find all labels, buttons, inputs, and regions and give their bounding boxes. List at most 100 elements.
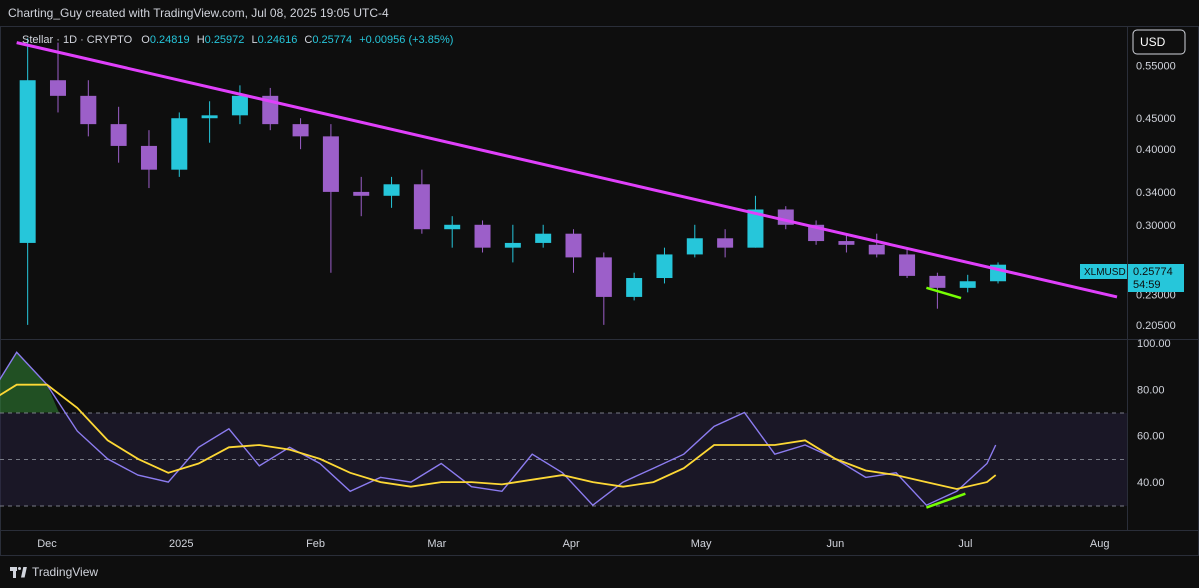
candle	[80, 80, 97, 137]
candle	[292, 118, 309, 150]
rsi-tick-label: 40.00	[1137, 477, 1165, 489]
chart-frame[interactable]: 0.55000 0.45000 0.40000 0.34000 0.30000 0.230…	[0, 26, 1199, 556]
price-tick-label: 0.20500	[1136, 320, 1176, 332]
ticker-tag-label: XLMUSD	[1084, 267, 1126, 278]
legend-open-value: 0.24819	[150, 34, 190, 46]
footer-bar: TradingView	[0, 556, 1199, 588]
rsi-divergence-line[interactable]	[925, 492, 966, 509]
legend-low-label: L	[251, 34, 257, 46]
candle	[110, 106, 127, 163]
candle	[990, 262, 1007, 284]
legend-close-value: 0.25774	[312, 34, 352, 46]
candle-body	[201, 115, 218, 119]
candle	[656, 247, 673, 284]
candle	[899, 247, 916, 279]
legend-low-value: 0.24616	[258, 34, 298, 46]
tradingview-logo[interactable]: TradingView	[10, 565, 98, 579]
candle-body	[656, 254, 673, 279]
candle-body	[535, 233, 552, 243]
candle	[201, 101, 218, 143]
candle-body	[474, 224, 491, 248]
candle-body	[444, 224, 461, 230]
rsi-overbought-fill	[0, 352, 59, 413]
time-tick-label: Feb	[306, 538, 325, 550]
candle	[231, 85, 248, 125]
candle-body	[322, 136, 339, 192]
candle-body	[929, 275, 946, 288]
tradingview-logo-label: TradingView	[32, 565, 99, 579]
candle	[171, 112, 188, 177]
candle	[383, 176, 400, 208]
time-tick-label: 2025	[169, 538, 193, 550]
price-tick-label: 0.30000	[1136, 220, 1176, 232]
candle	[504, 224, 521, 263]
candle	[353, 176, 370, 217]
rsi-axis[interactable]: 100.00 80.00 60.00 40.00	[1137, 338, 1171, 489]
candle	[626, 272, 643, 301]
candle-body	[838, 241, 855, 245]
candle	[808, 220, 825, 245]
trendline[interactable]	[16, 41, 1118, 299]
candle-body	[413, 184, 430, 230]
top-bar: Charting_Guy created with TradingView.co…	[0, 0, 1199, 26]
currency-button-label: USD	[1140, 35, 1166, 49]
rsi-tick-label: 80.00	[1137, 384, 1165, 396]
legend-symbol: Stellar · 1D · CRYPTO	[22, 34, 133, 46]
price-tick-label: 0.34000	[1136, 187, 1176, 199]
candle-body	[717, 238, 734, 248]
candle	[140, 130, 157, 189]
candle	[413, 169, 430, 234]
chart-caption: Charting_Guy created with TradingView.co…	[8, 6, 389, 20]
rsi-line	[0, 351, 997, 507]
candle-body	[140, 145, 157, 170]
candle-body	[383, 184, 400, 196]
price-tag-box	[1128, 264, 1184, 292]
candle	[535, 224, 552, 248]
candle-body	[959, 281, 976, 288]
time-tick-label: Jun	[827, 538, 845, 550]
candle-body	[353, 191, 370, 196]
candle	[322, 124, 339, 273]
price-tag[interactable]: XLMUSD 0.25774 54:59	[1080, 264, 1184, 292]
candle	[838, 233, 855, 253]
time-tick-label: Aug	[1090, 538, 1110, 550]
candle-body	[49, 80, 66, 96]
candle	[959, 274, 976, 293]
time-axis[interactable]: Dec 2025 Feb Mar Apr May Jun Jul Aug	[37, 538, 1109, 550]
candles-group	[19, 38, 1007, 325]
legend-high-label: H	[197, 34, 205, 46]
candle	[686, 224, 703, 258]
candle-body	[626, 278, 643, 297]
tradingview-logo-icon	[10, 566, 27, 578]
candle-body	[231, 95, 248, 116]
currency-button[interactable]: USD	[1132, 29, 1186, 55]
chart-svg[interactable]: 0.55000 0.45000 0.40000 0.34000 0.30000 0.230…	[0, 26, 1199, 556]
legend-close-label: C	[304, 34, 312, 46]
rsi-ma-line	[0, 383, 997, 490]
time-tick-label: May	[691, 538, 712, 550]
candle-body	[565, 233, 582, 258]
candle-body	[595, 257, 612, 297]
candle	[474, 220, 491, 253]
time-tick-label: Apr	[563, 538, 580, 550]
price-tick-label: 0.45000	[1136, 113, 1176, 125]
candle-body	[899, 254, 916, 276]
candle-body	[19, 80, 36, 243]
candle	[595, 252, 612, 325]
ticker-tag	[1080, 264, 1127, 279]
candle	[747, 195, 764, 248]
candle-body	[80, 95, 97, 125]
candle-body	[868, 244, 885, 255]
rsi-tick-label: 100.00	[1137, 338, 1171, 350]
candle-body	[504, 242, 521, 248]
price-tag-value: 0.25774	[1133, 266, 1173, 278]
price-axis[interactable]: 0.55000 0.45000 0.40000 0.34000 0.30000 0.230…	[1136, 60, 1176, 331]
price-divergence-line[interactable]	[926, 286, 962, 300]
time-tick-label: Mar	[427, 538, 446, 550]
legend-high-value: 0.25972	[205, 34, 245, 46]
candle-body	[292, 124, 309, 137]
price-tick-label: 0.40000	[1136, 144, 1176, 156]
candle	[717, 229, 734, 258]
candle-body	[110, 124, 127, 146]
price-tick-label: 0.23000	[1136, 290, 1176, 302]
